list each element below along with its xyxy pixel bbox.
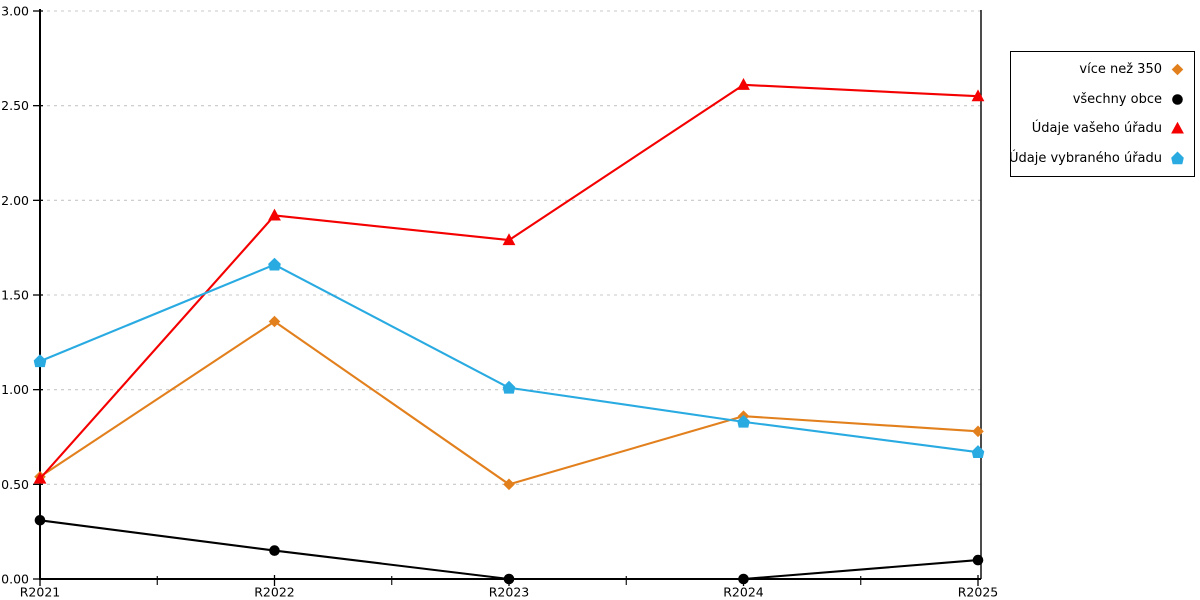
x-tick-label: R2024 — [723, 585, 764, 600]
pentagon-icon — [1171, 151, 1184, 165]
y-tick-label: 1.50 — [1, 288, 29, 303]
x-tick-label: R2022 — [254, 585, 295, 600]
y-tick-label: 0.00 — [1, 572, 29, 587]
series-diamond — [34, 315, 984, 491]
circle-icon — [1172, 93, 1183, 105]
y-tick-label: 0.50 — [1, 477, 29, 492]
legend-label: Údaje vašeho úřadu — [1031, 121, 1162, 137]
x-tick-label: R2021 — [20, 585, 61, 600]
x-tick-label: R2025 — [958, 585, 999, 600]
legend-item-vice-nez-350: více než 350 — [1015, 55, 1186, 85]
legend-item-vsechny-obce: všechny obce — [1015, 85, 1186, 115]
legend-label: více než 350 — [1079, 62, 1162, 78]
x-tick-label: R2023 — [489, 585, 530, 600]
series-triangle — [33, 78, 985, 484]
legend-item-udaje-vybraneho-uradu: Údaje vybraného úřadu — [1009, 144, 1186, 174]
y-tick-label: 3.00 — [1, 4, 29, 19]
diamond-icon — [1171, 63, 1184, 76]
y-tick-label: 2.00 — [1, 193, 29, 208]
triangle-icon — [1171, 121, 1184, 134]
ticks: 0.00 0.50 1.00 1.50 2.00 2.50 3.00 R2021 R2022 R2… — [1, 4, 998, 600]
y-tick-label: 1.00 — [1, 382, 29, 397]
legend: více než 350 všechny obce Údaje vašeho ú… — [1009, 51, 1195, 177]
legend-label: všechny obce — [1072, 91, 1162, 107]
y-tick-label: 2.50 — [1, 98, 29, 113]
legend-label: Údaje vybraného úřadu — [1008, 150, 1162, 166]
legend-item-udaje-vaseho-uradu: Údaje vašeho úřadu — [1015, 114, 1186, 144]
gridlines — [40, 10, 981, 485]
series-circle — [34, 515, 984, 585]
series-pentagon — [33, 257, 985, 458]
